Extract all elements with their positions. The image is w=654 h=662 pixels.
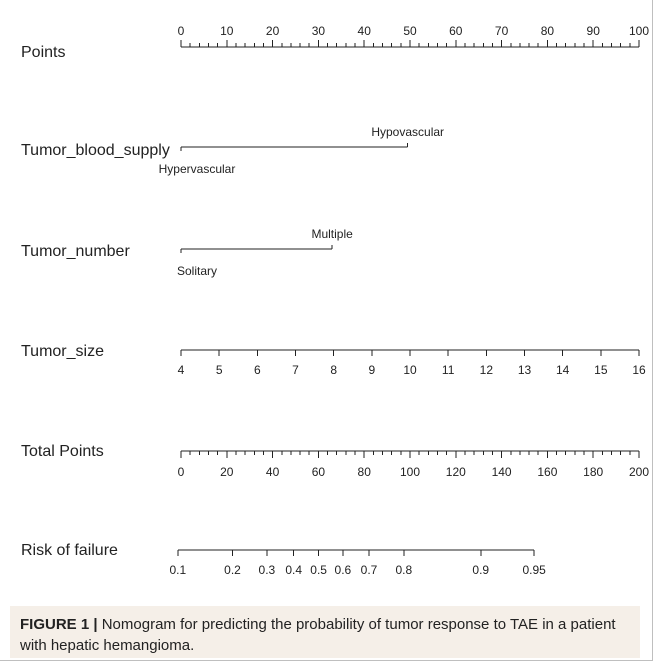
tumor-size-tick-label: 13: [518, 363, 532, 377]
risk-tick-label: 0.8: [395, 563, 412, 577]
total-tick-label: 60: [312, 465, 326, 479]
risk-tick-label: 0.5: [310, 563, 327, 577]
tumor-size-tick-label: 9: [368, 363, 375, 377]
tumor-size-tick-label: 5: [216, 363, 223, 377]
total-tick-label: 140: [492, 465, 512, 479]
caption-label: FIGURE 1 |: [20, 616, 98, 633]
row-label-total_points: Total Points: [21, 443, 104, 460]
total-tick-label: 100: [400, 465, 420, 479]
total-tick-label: 40: [266, 465, 280, 479]
points-tick-label: 40: [358, 24, 372, 38]
total-tick-label: 80: [358, 465, 372, 479]
tumor-size-tick-label: 4: [178, 363, 185, 377]
row-label-tumor_blood_supply: Tumor_blood_supply: [21, 142, 170, 159]
tumor-size-tick-label: 7: [292, 363, 299, 377]
figure-caption: FIGURE 1 | Nomogram for predicting the p…: [10, 606, 640, 658]
risk-tick-label: 0.2: [224, 563, 241, 577]
caption-text: FIGURE 1 | Nomogram for predicting the p…: [20, 614, 620, 656]
total-tick-label: 180: [583, 465, 603, 479]
points-tick-label: 10: [220, 24, 234, 38]
tumor-size-tick-label: 6: [254, 363, 261, 377]
points-tick-label: 30: [312, 24, 326, 38]
row-label-points: Points: [21, 44, 65, 61]
category-label: Hypervascular: [159, 162, 236, 176]
category-label: Solitary: [177, 264, 217, 278]
tumor-size-tick-label: 11: [442, 363, 455, 377]
points-tick-label: 60: [449, 24, 463, 38]
tumor-size-tick-label: 12: [480, 363, 494, 377]
risk-tick-label: 0.9: [472, 563, 489, 577]
total-tick-label: 160: [537, 465, 557, 479]
total-tick-label: 0: [178, 465, 185, 479]
row-label-risk_of_failure: Risk of failure: [21, 542, 118, 559]
risk-tick-label: 0.6: [335, 563, 352, 577]
points-tick-label: 100: [629, 24, 649, 38]
total-tick-label: 200: [629, 465, 649, 479]
total-tick-label: 20: [220, 465, 234, 479]
caption-body: Nomogram for predicting the probability …: [20, 616, 616, 654]
risk-tick-label: 0.4: [285, 563, 302, 577]
points-tick-label: 0: [178, 24, 185, 38]
tumor-size-tick-label: 14: [556, 363, 570, 377]
points-tick-label: 80: [541, 24, 555, 38]
tumor-size-tick-label: 10: [403, 363, 417, 377]
points-tick-label: 70: [495, 24, 509, 38]
risk-tick-label: 0.95: [522, 563, 546, 577]
tumor-size-tick-label: 8: [330, 363, 337, 377]
tumor-size-tick-label: 15: [594, 363, 608, 377]
points-tick-label: 20: [266, 24, 280, 38]
row-label-tumor_number: Tumor_number: [21, 243, 130, 260]
tumor-size-tick-label: 16: [632, 363, 646, 377]
risk-tick-label: 0.1: [169, 563, 186, 577]
points-tick-label: 90: [587, 24, 601, 38]
row-label-tumor_size: Tumor_size: [21, 343, 104, 360]
risk-tick-label: 0.7: [361, 563, 378, 577]
total-tick-label: 120: [446, 465, 466, 479]
category-label: Multiple: [311, 227, 353, 241]
risk-tick-label: 0.3: [259, 563, 276, 577]
points-tick-label: 50: [403, 24, 417, 38]
category-label: Hypovascular: [371, 125, 444, 139]
